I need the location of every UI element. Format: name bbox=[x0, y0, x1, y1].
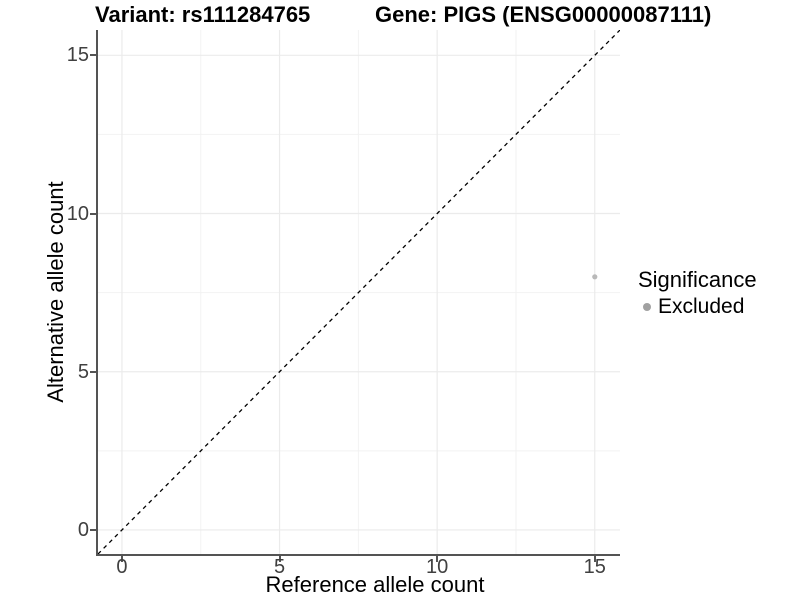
legend-item-excluded: Excluded bbox=[638, 295, 757, 319]
x-axis-tick-label: 15 bbox=[583, 556, 606, 578]
plot-title-gene: Gene: PIGS (ENSG00000087111) bbox=[375, 2, 712, 27]
y-axis-tick bbox=[90, 212, 96, 215]
legend-key bbox=[638, 298, 656, 316]
y-axis-tick-label: 0 bbox=[77, 518, 89, 541]
y-axis-tick-label: 15 bbox=[66, 44, 89, 67]
x-axis-tick bbox=[120, 556, 123, 562]
legend: Significance Excluded bbox=[638, 268, 757, 319]
y-axis-tick bbox=[90, 54, 96, 57]
legend-point-icon bbox=[643, 303, 651, 311]
x-axis-tick-label: 5 bbox=[274, 556, 286, 578]
identity-dashed-line bbox=[98, 30, 620, 554]
plot-panel bbox=[96, 30, 620, 556]
plot-area bbox=[98, 30, 620, 554]
x-axis-tick-label: 10 bbox=[426, 556, 449, 578]
y-axis-tick bbox=[90, 528, 96, 531]
x-axis-title: Reference allele count bbox=[265, 572, 485, 597]
x-axis-tick bbox=[593, 556, 596, 562]
y-axis-tick-label: 10 bbox=[66, 202, 89, 225]
y-axis-tick-label: 5 bbox=[77, 360, 89, 383]
x-axis-tick bbox=[436, 556, 439, 562]
x-axis-tick-label: 0 bbox=[116, 556, 128, 578]
data-point bbox=[592, 274, 598, 280]
x-axis-tick bbox=[278, 556, 281, 562]
legend-item-label: Excluded bbox=[658, 295, 745, 318]
plot-title-variant: Variant: rs111284765 bbox=[95, 2, 311, 27]
legend-title: Significance bbox=[638, 267, 757, 292]
y-axis-tick bbox=[90, 370, 96, 373]
